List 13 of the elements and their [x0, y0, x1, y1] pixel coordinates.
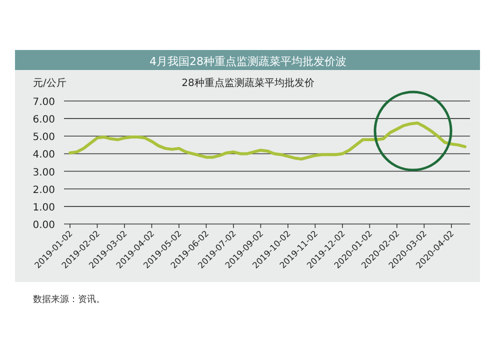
y-tick-label: 5.00	[32, 132, 55, 144]
y-tick-label: 1.00	[32, 202, 55, 214]
y-tick-label: 7.00	[32, 97, 55, 108]
y-tick-label: 4.00	[32, 150, 55, 161]
chart-subtitle: 28种重点监测蔬菜平均批发价	[182, 77, 314, 89]
y-tick-label: 0.00	[32, 220, 55, 231]
y-tick-label: 2.00	[32, 184, 55, 196]
y-axis-title: 元/公斤	[33, 77, 66, 89]
y-tick-label: 6.00	[32, 114, 55, 126]
y-tick-label: 3.00	[32, 167, 55, 178]
line-series	[68, 121, 466, 160]
chart-title: 4月我国28种重点监测蔬菜平均批发价波	[150, 55, 346, 68]
source-note: 数据来源：资讯。	[33, 294, 105, 305]
